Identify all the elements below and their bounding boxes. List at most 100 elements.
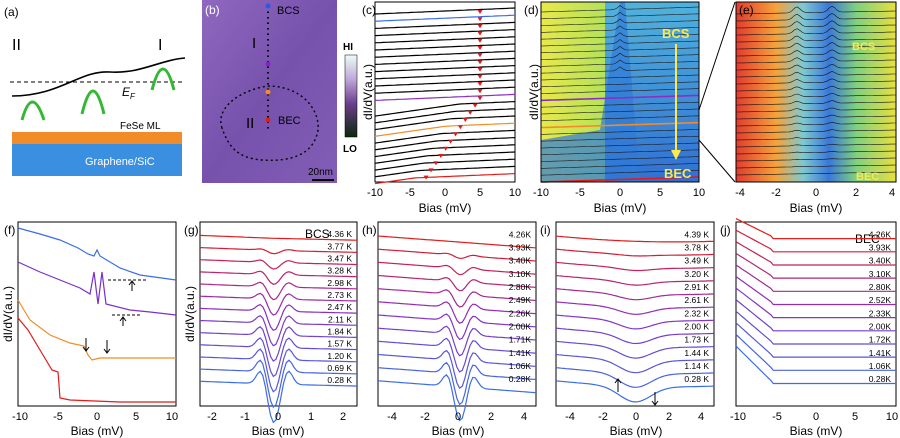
d-trace <box>540 94 700 102</box>
temperature-label: 3.10K <box>509 269 532 279</box>
tick-d-0: -10 <box>533 187 549 199</box>
tick-c-4: 10 <box>509 187 521 199</box>
d-trace <box>540 39 700 47</box>
curves-i-trace <box>555 248 715 257</box>
c-trace <box>374 151 516 164</box>
xlabel-e: Bias (mV) <box>790 201 843 215</box>
d-trace <box>540 25 700 33</box>
c-edge-marker <box>472 103 478 108</box>
xlabel-f: Bias (mV) <box>71 424 124 438</box>
d-trace <box>540 156 700 162</box>
xlabel-j: Bias (mV) <box>790 424 843 438</box>
tick-d-1: -5 <box>575 187 585 199</box>
map-d-bcs: BCS <box>662 26 690 41</box>
temperature-label: 3.20 K <box>684 269 709 279</box>
marker-bec <box>265 117 271 123</box>
temperature-label: 3.40K <box>509 256 532 266</box>
c-edge-marker <box>477 46 483 50</box>
d-trace <box>540 121 700 129</box>
d-trace <box>540 52 700 60</box>
temperature-label: 2.49K <box>509 295 532 305</box>
schematic-region-ii: II <box>12 37 21 54</box>
e-trace <box>736 63 896 71</box>
marker-bcs <box>265 3 271 9</box>
tick-d-3: 5 <box>657 187 663 199</box>
tick-c-0: -10 <box>367 187 383 199</box>
f-curve-blue <box>17 227 177 281</box>
temperature-label: 2.26K <box>509 308 532 318</box>
panel-label-c: (c) <box>362 3 376 17</box>
temperature-label: 1.44 K <box>684 348 709 358</box>
i-arrow-2 <box>651 392 659 406</box>
tick-g-1: -1 <box>240 411 250 423</box>
curves-j: 4.26K 3.93K 3.40K 3.10K 2.80K 2.52K 2.33K 2.00K… <box>735 218 896 384</box>
ylabel-c: dI/dV(a.u.) <box>361 64 375 120</box>
d-trace <box>540 108 700 115</box>
curves-i-trace <box>555 314 715 330</box>
panel-label-j: (j) <box>720 223 731 237</box>
c-trace <box>374 165 516 178</box>
tick-h-0: -4 <box>387 411 397 423</box>
ticks-e: -4 -2 0 2 4 <box>735 187 895 199</box>
panel-f: (f) dI/dV(a.u.) -10 -5 0 5 10 Bias (mV) <box>1 221 178 438</box>
e-trace <box>735 150 897 155</box>
e-trace <box>736 114 896 120</box>
curves-j-trace <box>735 322 896 358</box>
colorbar-hi: HI <box>343 42 353 53</box>
temperature-label: 0.28 K <box>327 375 352 385</box>
axes-i <box>555 221 715 407</box>
c-trace <box>374 101 516 117</box>
c-trace <box>374 29 516 37</box>
e-trace <box>736 34 896 43</box>
tick-h-3: 2 <box>488 411 494 423</box>
curves-h-trace <box>377 288 537 308</box>
fermi-label: EF <box>122 85 136 101</box>
tick-c-1: -5 <box>405 187 415 199</box>
ticks-i: -4 -2 0 2 4 <box>565 411 704 423</box>
map-e-background <box>736 2 896 182</box>
e-trace <box>736 85 896 92</box>
curves-h-trace <box>377 301 537 324</box>
curves-h-trace <box>377 274 537 292</box>
d-trace <box>540 81 700 88</box>
c-edge-marker <box>438 154 444 158</box>
curves-i-trace <box>555 367 715 388</box>
curves-j-trace <box>735 229 896 253</box>
d-trace <box>540 11 700 20</box>
axes-h <box>377 221 537 407</box>
temperature-label: 3.28 K <box>327 266 352 276</box>
e-trace <box>736 92 896 99</box>
d-trace <box>540 115 700 122</box>
c-trace <box>374 43 516 51</box>
ticks-j: -10 -5 0 5 10 <box>730 411 898 423</box>
curves-h-trace <box>377 325 537 357</box>
curves-g-trace <box>199 247 358 255</box>
curves-j-trace <box>735 299 896 332</box>
tick-e-2: 0 <box>813 187 819 199</box>
e-trace <box>735 20 897 29</box>
panel-j: (j) BEC 4.26K3.93K3.40K3.10K2.80K2.52K2.… <box>720 218 898 438</box>
temperature-label: 3.93K <box>509 243 532 253</box>
panel-b: (b) BCS I II BEC 20nm HI LO <box>202 0 358 183</box>
d-trace <box>540 18 700 26</box>
tick-f-2: 0 <box>94 411 100 423</box>
tick-i-4: 4 <box>698 411 704 423</box>
ylabel-f: dI/dV(a.u.) <box>1 286 15 342</box>
temperature-label: 4.39 K <box>684 229 709 239</box>
c-edge-marker <box>453 132 458 137</box>
panel-i: (i) 4.39 K 3.78 K 3.49 K 3.20 K 2.91 K 2.61 K… <box>540 221 715 438</box>
c-trace <box>374 36 516 44</box>
e-trace <box>736 42 896 50</box>
c-edge-marker <box>477 60 483 65</box>
zoom-line-bottom <box>698 139 736 183</box>
temperature-label: 2.00 K <box>684 322 709 332</box>
temperature-label: 0.28K <box>869 374 892 384</box>
graphene-sic-layer <box>12 144 182 176</box>
tick-e-1: -2 <box>771 187 781 199</box>
c-trace <box>374 93 516 101</box>
e-trace <box>735 164 897 169</box>
d-trace <box>540 59 700 67</box>
map-e-bcs: BCS <box>852 41 875 53</box>
temperature-label: 4.36 K <box>327 229 352 239</box>
image-region-ii: II <box>246 115 254 132</box>
